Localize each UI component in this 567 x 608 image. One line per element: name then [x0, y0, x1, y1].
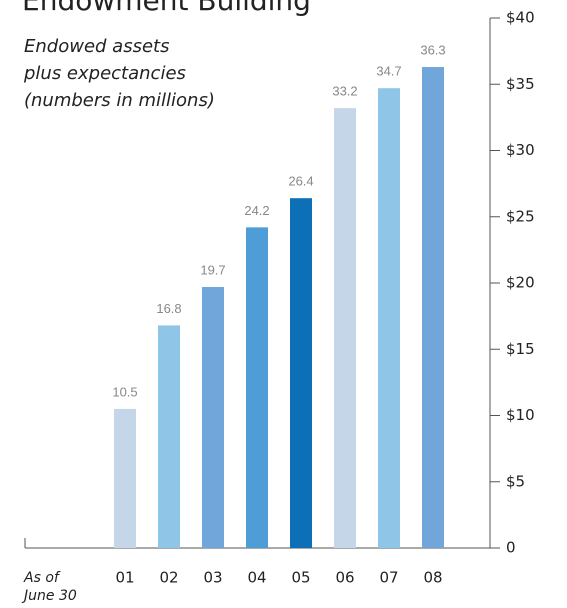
bar	[378, 88, 400, 548]
subtitle: (numbers in millions)	[24, 90, 215, 111]
value-label: 24.2	[244, 203, 269, 218]
x-tick-label: 03	[203, 569, 222, 587]
x-tick-label: 05	[291, 569, 310, 587]
x-axis-label: June 30	[21, 588, 77, 604]
x-axis-label: As of	[23, 570, 61, 586]
y-tick-label: $5	[506, 472, 525, 490]
subtitle: Endowed assets	[24, 36, 169, 57]
y-tick-label: $30	[506, 141, 535, 159]
value-label: 10.5	[112, 384, 137, 399]
x-tick-label: 01	[115, 569, 134, 587]
x-tick-label: 04	[247, 569, 266, 587]
value-label: 36.3	[420, 42, 445, 57]
value-label: 26.4	[288, 174, 313, 189]
y-tick-label: 0	[506, 539, 516, 557]
y-tick-label: $20	[506, 274, 535, 292]
y-tick-label: $10	[506, 406, 535, 424]
value-label: 33.2	[332, 84, 357, 99]
bar	[158, 325, 180, 548]
value-label: 19.7	[200, 262, 225, 277]
chart-title: Endowment Building	[22, 0, 311, 17]
x-tick-label: 06	[335, 569, 354, 587]
bar	[246, 227, 268, 548]
value-label: 16.8	[156, 301, 181, 316]
y-tick-label: $35	[506, 75, 535, 93]
x-tick-label: 08	[423, 569, 442, 587]
y-tick-label: $15	[506, 340, 535, 358]
bar	[334, 108, 356, 548]
bar	[290, 198, 312, 548]
x-tick-label: 07	[379, 569, 398, 587]
bar	[422, 67, 444, 549]
y-tick-label: $25	[506, 207, 535, 225]
bar	[114, 408, 136, 548]
y-tick-label: $40	[506, 9, 535, 27]
x-tick-label: 02	[159, 569, 178, 587]
subtitle: plus expectancies	[23, 63, 186, 84]
value-label: 34.7	[376, 64, 401, 79]
bar	[202, 286, 224, 548]
